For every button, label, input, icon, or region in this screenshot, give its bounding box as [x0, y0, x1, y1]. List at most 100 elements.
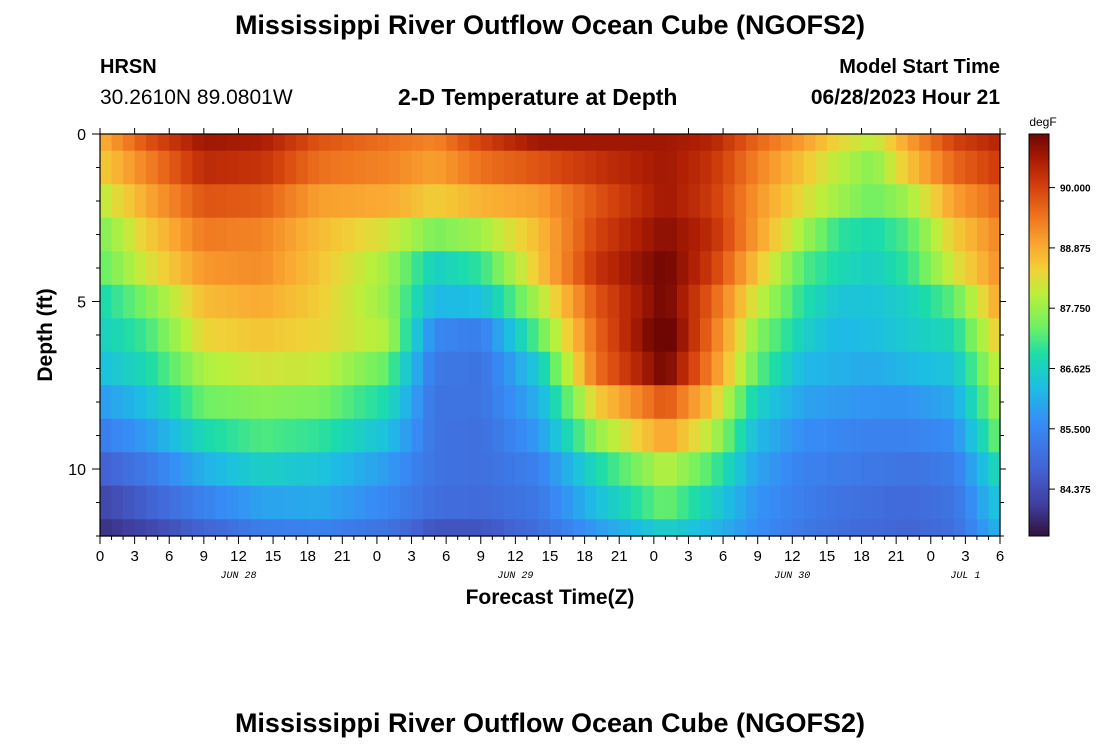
heatmap-cell	[965, 519, 978, 537]
heatmap-cell	[653, 284, 666, 319]
heatmap-cell	[873, 418, 886, 453]
heatmap-cell	[157, 184, 170, 219]
heatmap-cell	[261, 251, 274, 286]
heatmap-cell	[896, 284, 909, 319]
heatmap-cell	[884, 150, 897, 185]
heatmap-cell	[619, 284, 632, 319]
heatmap-cell	[446, 134, 459, 152]
heatmap-cell	[607, 150, 620, 185]
heatmap-cell	[296, 351, 309, 386]
heatmap-cell	[630, 385, 643, 420]
heatmap-cell	[180, 284, 193, 319]
heatmap-cell	[330, 284, 343, 319]
heatmap-cell	[942, 318, 955, 353]
heatmap-cell	[953, 251, 966, 286]
heatmap-cell	[861, 150, 874, 185]
heatmap-cell	[100, 385, 113, 420]
heatmap-cell	[169, 150, 182, 185]
heatmap-cell	[169, 351, 182, 386]
heatmap-cell	[169, 284, 182, 319]
heatmap-cell	[411, 385, 424, 420]
heatmap-cell	[561, 150, 574, 185]
heatmap-cell	[353, 217, 366, 252]
heatmap-cell	[942, 251, 955, 286]
heatmap-cell	[550, 184, 563, 219]
heatmap-cell	[676, 217, 690, 252]
heatmap-cell	[596, 284, 609, 319]
heatmap-cell	[838, 452, 851, 487]
x-tick-label: 12	[230, 548, 247, 565]
heatmap-cell	[723, 485, 736, 520]
heatmap-cell	[469, 519, 482, 537]
heatmap-cell	[446, 519, 459, 537]
heatmap-cell	[503, 519, 516, 537]
heatmap-cell	[273, 150, 286, 185]
heatmap-cell	[434, 134, 447, 152]
heatmap-cell	[630, 184, 643, 219]
heatmap-cell	[769, 134, 782, 152]
heatmap-cell	[157, 418, 170, 453]
heatmap-cell	[550, 284, 563, 319]
heatmap-cell	[792, 251, 805, 286]
heatmap-cell	[942, 134, 955, 152]
heatmap-cell	[711, 519, 724, 537]
heatmap-cell	[123, 485, 136, 520]
heatmap-cell	[215, 184, 228, 219]
heatmap-cell	[746, 519, 759, 537]
heatmap-cell	[215, 452, 228, 487]
heatmap-cell	[861, 284, 874, 319]
x-tick-label: 21	[888, 548, 905, 565]
heatmap-cell	[307, 385, 320, 420]
heatmap-cell	[723, 385, 736, 420]
heatmap-cell	[850, 385, 863, 420]
heatmap-cell	[826, 217, 840, 252]
heatmap-cell	[953, 184, 966, 219]
heatmap-cell	[469, 217, 482, 252]
heatmap-cell	[803, 519, 816, 537]
heatmap-cell	[665, 485, 678, 520]
heatmap-cell	[526, 485, 540, 520]
heatmap-cell	[215, 485, 228, 520]
heatmap-cell	[896, 351, 909, 386]
heatmap-cell	[134, 184, 147, 219]
heatmap-cell	[296, 134, 309, 152]
heatmap-cell	[815, 134, 828, 152]
heatmap-cell	[792, 418, 805, 453]
heatmap-cell	[953, 134, 966, 152]
heatmap-cell	[238, 284, 251, 319]
heatmap-cell	[815, 251, 828, 286]
heatmap-cell	[757, 519, 770, 537]
heatmap-cell	[123, 418, 136, 453]
heatmap-cell	[469, 351, 482, 386]
heatmap-cell	[584, 418, 597, 453]
heatmap-cell	[976, 284, 990, 319]
heatmap-cell	[284, 418, 297, 453]
heatmap-cell	[526, 150, 540, 185]
heatmap-cell	[342, 418, 355, 453]
heatmap-cell	[342, 217, 355, 252]
heatmap-cell	[746, 485, 759, 520]
heatmap-cell	[688, 150, 701, 185]
heatmap-cell	[700, 184, 713, 219]
heatmap-cell	[330, 184, 343, 219]
heatmap-cell	[376, 485, 390, 520]
heatmap-cell	[423, 251, 436, 286]
heatmap-cell	[746, 150, 759, 185]
heatmap-cell	[284, 217, 297, 252]
heatmap-cell	[584, 318, 597, 353]
heatmap-cell	[873, 485, 886, 520]
heatmap-cell	[342, 251, 355, 286]
heatmap-cell	[307, 150, 320, 185]
heatmap-cell	[492, 150, 505, 185]
heatmap-cell	[492, 217, 505, 252]
heatmap-cell	[538, 318, 551, 353]
heatmap-cell	[896, 519, 909, 537]
heatmap-cell	[550, 318, 563, 353]
heatmap-cell	[146, 217, 159, 252]
heatmap-cell	[630, 134, 643, 152]
heatmap-cell	[988, 318, 1001, 353]
heatmap-cell	[526, 284, 540, 319]
heatmap-cell	[492, 485, 505, 520]
heatmap-cell	[550, 485, 563, 520]
heatmap-cell	[734, 284, 747, 319]
